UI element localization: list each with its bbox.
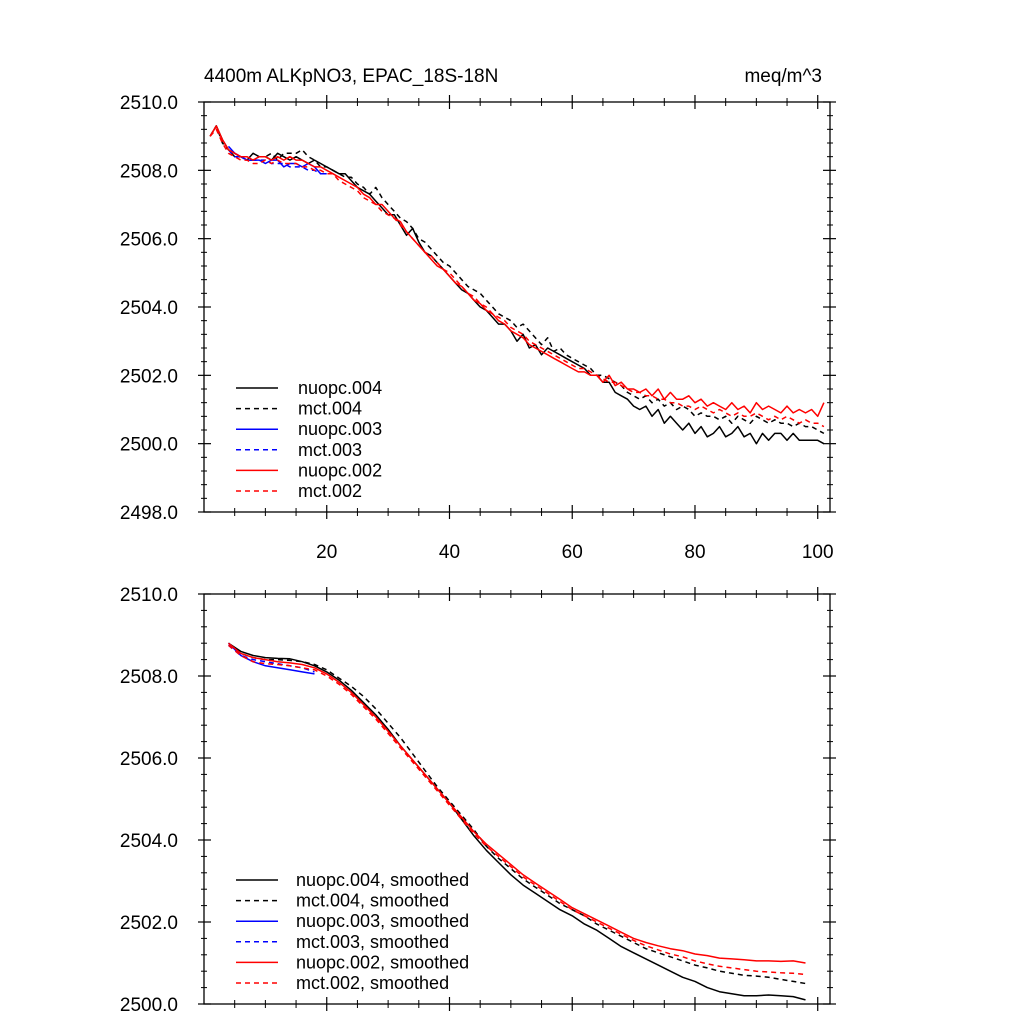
legend-label-nuopc-002-smoothed: nuopc.002, smoothed xyxy=(296,952,469,972)
y-tick-label: 2510.0 xyxy=(120,93,178,114)
y-tick-label: 2502.0 xyxy=(120,366,178,387)
y-tick-label: 2500.0 xyxy=(120,435,178,456)
top-x-tick-labels: 20 40 60 80 100 xyxy=(316,542,833,563)
legend-label-mct-003-smoothed: mct.003, smoothed xyxy=(296,932,449,952)
series-line-mct-004 xyxy=(209,125,825,435)
top-y-tick-labels: 2498.0 2500.0 2502.0 2504.0 2506.0 2508.0 2510… xyxy=(120,93,178,524)
bottom-plot-frame xyxy=(203,593,831,1005)
legend-label-nuopc-004-smoothed: nuopc.004, smoothed xyxy=(296,870,469,890)
legend-label-mct-004-smoothed: mct.004, smoothed xyxy=(296,891,449,911)
top-axis-ticks xyxy=(198,95,836,519)
series-line-nuopc-004 xyxy=(209,125,825,445)
legend-label-nuopc-003: nuopc.003 xyxy=(298,419,382,439)
legend-label-nuopc-004: nuopc.004 xyxy=(298,378,382,398)
legend-label-mct-003: mct.003 xyxy=(298,440,362,460)
y-tick-label: 2506.0 xyxy=(120,749,178,770)
top-panel: 4400m ALKpNO3, EPAC_18S-18N meq/m^3 2498… xyxy=(120,66,836,563)
bottom-series-lines xyxy=(227,642,806,1001)
x-tick-label: 20 xyxy=(316,542,337,563)
top-chart-units: meq/m^3 xyxy=(744,66,822,87)
y-tick-label: 2508.0 xyxy=(120,667,178,688)
legend-label-mct-002: mct.002 xyxy=(298,481,362,501)
x-tick-label: 80 xyxy=(684,542,705,563)
top-chart-title: 4400m ALKpNO3, EPAC_18S-18N xyxy=(204,66,498,87)
top-legend: nuopc.004mct.004nuopc.003mct.003nuopc.00… xyxy=(236,378,382,501)
y-tick-label: 2500.0 xyxy=(120,995,178,1016)
legend-label-mct-002-smoothed: mct.002, smoothed xyxy=(296,973,449,993)
x-tick-label: 60 xyxy=(562,542,583,563)
series-line-nuopc-002-smoothed xyxy=(228,642,806,964)
series-line-mct-003 xyxy=(227,149,327,175)
series-line-mct-004-smoothed xyxy=(228,642,806,985)
series-line-nuopc-004-smoothed xyxy=(228,642,806,1001)
y-tick-label: 2506.0 xyxy=(120,230,178,251)
series-line-mct-002-smoothed xyxy=(228,644,806,976)
y-tick-label: 2504.0 xyxy=(120,298,178,319)
bottom-axis-ticks xyxy=(198,587,836,1011)
series-line-nuopc-002 xyxy=(209,125,825,418)
bottom-panel: 2500.0 2502.0 2504.0 2506.0 2508.0 2510.0 nuo… xyxy=(120,585,836,1016)
bottom-y-tick-labels: 2500.0 2502.0 2504.0 2506.0 2508.0 2510.0 xyxy=(120,585,178,1016)
series-line-mct-002 xyxy=(209,128,825,428)
y-tick-label: 2502.0 xyxy=(120,913,178,934)
top-series-lines xyxy=(209,125,825,445)
legend-label-nuopc-003-smoothed: nuopc.003, smoothed xyxy=(296,911,469,931)
x-tick-label: 100 xyxy=(802,542,834,563)
y-tick-label: 2508.0 xyxy=(120,161,178,182)
legend-label-mct-004: mct.004 xyxy=(298,399,362,419)
legend-label-nuopc-002: nuopc.002 xyxy=(298,460,382,480)
y-tick-label: 2510.0 xyxy=(120,585,178,606)
y-tick-label: 2504.0 xyxy=(120,831,178,852)
x-tick-label: 40 xyxy=(439,542,460,563)
y-tick-label: 2498.0 xyxy=(120,503,178,524)
